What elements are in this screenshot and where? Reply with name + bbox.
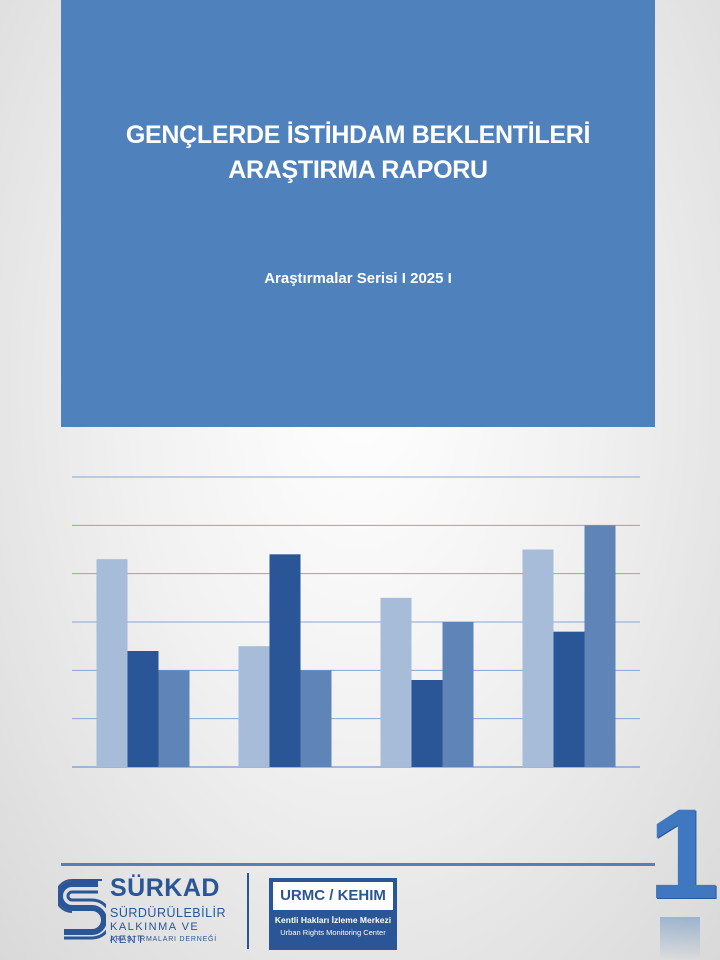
chart-bar	[238, 646, 270, 767]
cover-banner: GENÇLERDE İSTİHDAM BEKLENTİLERİ ARAŞTIRM…	[61, 0, 655, 427]
volume-number: 1	[648, 783, 720, 926]
footer-rule	[61, 863, 655, 866]
report-title-line-2: ARAŞTIRMA RAPORU	[228, 156, 488, 184]
surkad-name: SÜRKAD	[110, 874, 220, 902]
chart-bar	[380, 597, 412, 767]
chart-bar	[522, 549, 554, 767]
report-title-line-1: GENÇLERDE İSTİHDAM BEKLENTİLERİ	[125, 121, 591, 149]
surkad-line-3: KALKINMA VE KENT	[110, 921, 200, 946]
urmc-line-1: Kentli Hakları İzleme Merkezi	[274, 915, 392, 925]
surkad-line-4: ARAŞTIRMALARI DERNEĞİ	[110, 936, 218, 943]
series-subtitle: Araştırmalar Serisi I 2025 I	[264, 270, 452, 287]
chart-bar	[300, 670, 332, 767]
chart-bar	[411, 680, 443, 767]
urmc-title: URMC / KEHIM	[273, 882, 393, 910]
chart-bar	[269, 554, 301, 767]
chart-bar	[96, 559, 128, 767]
urmc-line-2: Urban Rights Monitoring Center	[280, 928, 386, 937]
chart-bar	[584, 525, 616, 767]
volume-number-reflection	[660, 917, 700, 960]
chart-bar	[158, 670, 190, 767]
chart-bar	[127, 651, 159, 767]
urmc-logo: URMC / KEHIM Kentli Hakları İzleme Merke…	[269, 878, 397, 950]
logo-divider	[247, 873, 249, 949]
surkad-s-icon	[58, 879, 106, 940]
chart-bar	[553, 631, 585, 767]
surkad-line-2: SÜRDÜRÜLEBİLİR	[110, 906, 227, 920]
chart-bar	[442, 622, 474, 767]
report-title: GENÇLERDE İSTİHDAM BEKLENTİLERİ ARAŞTIRM…	[61, 118, 655, 188]
surkad-logo: SÜRKAD SÜRDÜRÜLEBİLİR KALKINMA VE KENT A…	[58, 874, 234, 948]
